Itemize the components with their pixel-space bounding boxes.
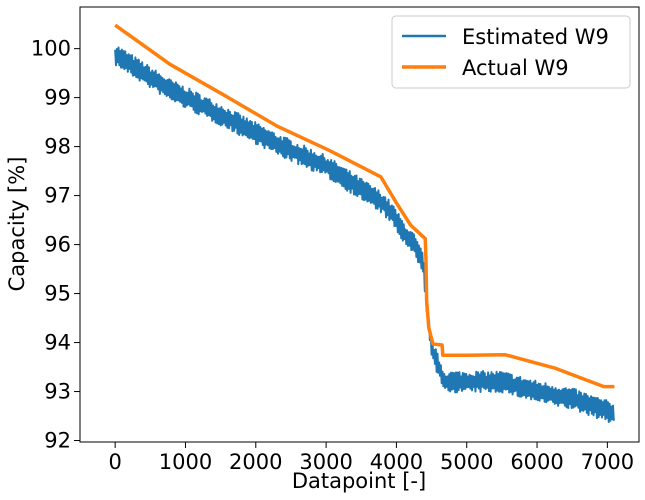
x-tick-label: 5000 (440, 450, 493, 474)
y-tick-label: 98 (44, 135, 71, 159)
y-tick-label: 96 (44, 233, 71, 257)
legend-label-estimated: Estimated W9 (462, 25, 609, 49)
x-axis-ticks: 0 1000 2000 3000 4000 5000 6000 7000 (108, 442, 634, 474)
y-tick-label: 92 (44, 429, 71, 453)
y-axis-ticks: 92 93 94 95 96 97 98 99 100 (31, 37, 80, 453)
y-tick-label: 95 (44, 282, 71, 306)
series-actual-line (114, 23, 615, 389)
y-axis-label: Capacity [%] (5, 157, 29, 292)
x-tick-label: 6000 (510, 450, 563, 474)
x-tick-label: 1000 (159, 450, 212, 474)
legend: Estimated W9 Actual W9 (391, 15, 631, 89)
x-tick-label: 4000 (370, 450, 423, 474)
x-tick-label: 7000 (581, 450, 634, 474)
y-tick-label: 97 (44, 184, 71, 208)
legend-label-actual: Actual W9 (462, 56, 569, 80)
y-tick-label: 94 (44, 331, 71, 355)
y-tick-label: 99 (44, 86, 71, 110)
legend-box (391, 15, 631, 89)
series-layer (114, 23, 615, 424)
x-axis-label: Datapoint [-] (292, 469, 426, 493)
x-tick-label: 3000 (299, 450, 352, 474)
y-tick-label: 100 (31, 37, 71, 61)
y-tick-label: 93 (44, 380, 71, 404)
series-estimated-line (114, 46, 615, 424)
x-tick-label: 0 (108, 450, 121, 474)
x-tick-label: 2000 (229, 450, 282, 474)
